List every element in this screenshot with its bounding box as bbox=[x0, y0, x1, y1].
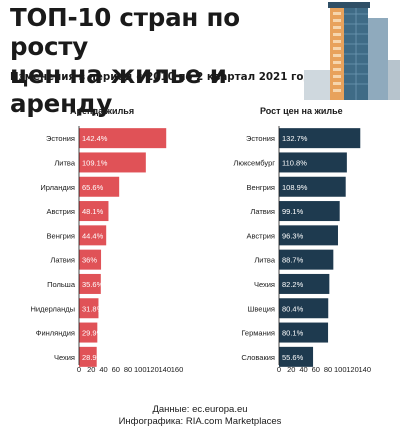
price-chart: Рост цен на жилье Эстония 132.7% Люксембур… bbox=[200, 106, 400, 396]
rent-tick-label: 40 bbox=[99, 365, 107, 374]
price-category-label: Германия bbox=[241, 329, 275, 338]
price-tick-label: 100 bbox=[334, 365, 347, 374]
rent-bar bbox=[79, 346, 97, 367]
price-bar bbox=[279, 201, 340, 222]
title-line-1: ТОП-10 стран по росту bbox=[10, 3, 240, 61]
price-bar bbox=[279, 225, 338, 246]
rent-category-label: Ирландия bbox=[40, 183, 75, 192]
rent-tick-label: 120 bbox=[146, 365, 159, 374]
price-bar bbox=[279, 249, 334, 270]
price-tick-label: 80 bbox=[324, 365, 332, 374]
rent-category-label: Венгрия bbox=[47, 231, 75, 240]
rent-bar bbox=[79, 152, 146, 173]
rent-tick-label: 80 bbox=[124, 365, 132, 374]
page-subtitle: Изменения в период с 2010 по 2 квартал 2… bbox=[10, 71, 319, 83]
rent-category-label: Австрия bbox=[46, 207, 75, 216]
rent-value-label: 36% bbox=[82, 256, 97, 265]
price-chart-title: Рост цен на жилье bbox=[260, 106, 343, 116]
rent-bar bbox=[79, 298, 99, 319]
price-value-label: 80.4% bbox=[282, 304, 304, 313]
price-category-label: Австрия bbox=[246, 231, 275, 240]
rent-value-label: 31.8% bbox=[82, 304, 104, 313]
rent-bar bbox=[79, 128, 167, 149]
title-line-2: цен на жилье и аренду bbox=[10, 60, 227, 118]
rent-tick-label: 100 bbox=[134, 365, 147, 374]
rent-category-label: Нидерланды bbox=[30, 304, 75, 313]
rent-value-label: 28.9% bbox=[82, 353, 104, 362]
price-value-label: 55.6% bbox=[282, 353, 304, 362]
rent-chart-title: Аренда жилья bbox=[70, 106, 135, 116]
building-windows bbox=[333, 12, 341, 92]
rent-bar bbox=[79, 273, 101, 294]
rent-bar bbox=[79, 249, 102, 270]
building-glass-lines bbox=[344, 8, 368, 100]
rent-value-label: 142.4% bbox=[82, 134, 108, 143]
price-tick-label: 120 bbox=[346, 365, 359, 374]
price-value-label: 132.7% bbox=[282, 134, 308, 143]
price-category-label: Венгрия bbox=[247, 183, 275, 192]
price-category-label: Эстония bbox=[246, 134, 275, 143]
data-source: Данные: ec.europa.eu bbox=[152, 404, 248, 415]
price-value-label: 80.1% bbox=[282, 329, 304, 338]
rent-category-label: Литва bbox=[54, 158, 75, 167]
rent-category-label: Эстония bbox=[46, 134, 75, 143]
rent-value-label: 44.4% bbox=[82, 231, 104, 240]
price-category-label: Латвия bbox=[250, 207, 275, 216]
building-annex bbox=[304, 70, 330, 100]
rent-value-label: 29.9% bbox=[82, 329, 104, 338]
price-tick-label: 140 bbox=[358, 365, 371, 374]
rent-chart: Аренда жилья Эстония 142.4% Литва 109.1% Ирл… bbox=[0, 106, 200, 396]
rent-value-label: 65.6% bbox=[82, 183, 104, 192]
rent-value-label: 35.6% bbox=[82, 280, 104, 289]
price-chart-plot: Эстония 132.7% Люксембург 110.8% Венгрия 108.… bbox=[233, 126, 371, 374]
infographic-credit: Инфографика: RIA.com Marketplaces bbox=[118, 416, 282, 427]
rent-category-label: Чехия bbox=[54, 353, 75, 362]
price-bar bbox=[279, 152, 347, 173]
price-bar bbox=[279, 298, 329, 319]
price-value-label: 88.7% bbox=[282, 256, 304, 265]
price-value-label: 99.1% bbox=[282, 207, 304, 216]
price-value-label: 108.9% bbox=[282, 183, 308, 192]
price-tick-label: 60 bbox=[312, 365, 320, 374]
rent-bar bbox=[79, 322, 98, 343]
rent-bar bbox=[79, 176, 120, 197]
price-category-label: Чехия bbox=[254, 280, 275, 289]
price-bar bbox=[279, 346, 314, 367]
price-bar bbox=[279, 273, 330, 294]
price-category-label: Словакия bbox=[241, 353, 275, 362]
rent-bar bbox=[79, 201, 109, 222]
rent-category-label: Финляндия bbox=[36, 329, 75, 338]
rent-category-label: Польша bbox=[47, 280, 76, 289]
price-value-label: 96.3% bbox=[282, 231, 304, 240]
rent-tick-label: 60 bbox=[112, 365, 120, 374]
rent-tick-label: 160 bbox=[171, 365, 184, 374]
price-category-label: Швеция bbox=[248, 304, 276, 313]
price-bar bbox=[279, 176, 346, 197]
rent-tick-label: 140 bbox=[158, 365, 171, 374]
rent-tick-label: 20 bbox=[87, 365, 95, 374]
price-category-label: Литва bbox=[254, 256, 275, 265]
building-illustration bbox=[304, 2, 400, 100]
price-bar bbox=[279, 322, 329, 343]
rent-bar bbox=[79, 225, 107, 246]
price-bar bbox=[279, 128, 361, 149]
rent-category-label: Латвия bbox=[50, 256, 75, 265]
price-tick-label: 40 bbox=[299, 365, 307, 374]
price-category-label: Люксембург bbox=[233, 158, 275, 167]
rent-value-label: 109.1% bbox=[82, 158, 108, 167]
price-value-label: 110.8% bbox=[282, 158, 307, 167]
building-annex-side bbox=[388, 60, 400, 100]
price-tick-label: 20 bbox=[287, 365, 295, 374]
price-tick-label: 0 bbox=[277, 365, 281, 374]
building-roof bbox=[328, 2, 370, 8]
rent-value-label: 48.1% bbox=[82, 207, 104, 216]
rent-chart-plot: Эстония 142.4% Литва 109.1% Ирландия 65.6% Авс… bbox=[30, 126, 184, 374]
price-value-label: 82.2% bbox=[282, 280, 304, 289]
rent-tick-label: 0 bbox=[77, 365, 81, 374]
page-title: ТОП-10 стран по росту цен на жилье и аре… bbox=[10, 3, 310, 118]
